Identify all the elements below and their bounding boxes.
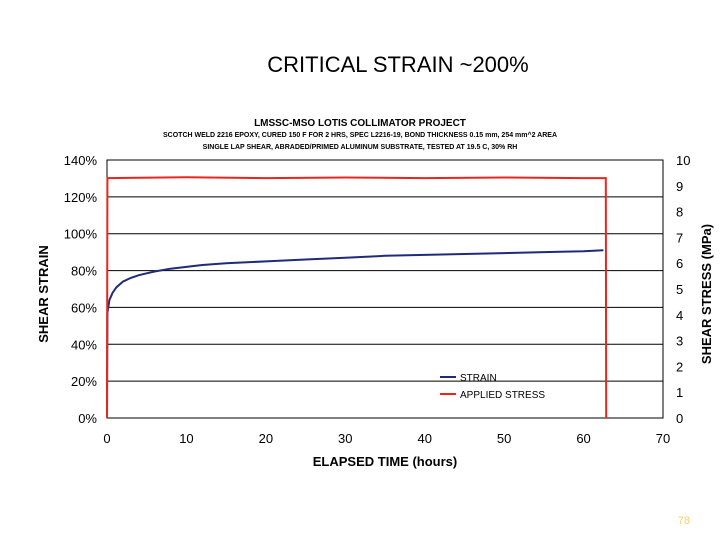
x-tick-label: 40 <box>417 431 431 446</box>
series-line-strain <box>106 249 604 419</box>
x-axis-label: ELAPSED TIME (hours) <box>313 454 457 469</box>
y-tick-label: 20% <box>71 374 97 389</box>
y-tick-label: 0% <box>78 411 97 426</box>
y-tick-label: 60% <box>71 300 97 315</box>
x-tick-label: 30 <box>338 431 352 446</box>
x-tick-label: 20 <box>259 431 273 446</box>
x-tick-label: 50 <box>497 431 511 446</box>
y2-tick-label: 5 <box>676 282 683 297</box>
y2-tick-label: 1 <box>676 385 683 400</box>
x-tick-label: 0 <box>103 431 110 446</box>
gridlines <box>107 196 663 382</box>
y2-tick-label: 8 <box>676 205 683 220</box>
tick-labels: 0% 20% 40% 60% 80% 100% 120% 140% 0 1 2 3 4 5 6 7 8 9 10 0 1… <box>64 153 691 446</box>
x-tick-label: 70 <box>656 431 670 446</box>
y-tick-label: 100% <box>64 227 98 242</box>
slide-title: CRITICAL STRAIN ~200% <box>267 52 529 77</box>
y2-axis-label: SHEAR STRESS (MPa) <box>699 224 714 364</box>
x-tick-label: 10 <box>179 431 193 446</box>
y2-tick-label: 0 <box>676 411 683 426</box>
y-tick-label: 40% <box>71 337 97 352</box>
y2-tick-label: 4 <box>676 308 683 323</box>
y2-tick-label: 6 <box>676 256 683 271</box>
y-tick-label: 120% <box>64 190 98 205</box>
y2-tick-label: 9 <box>676 179 683 194</box>
legend-label: APPLIED STRESS <box>460 390 545 401</box>
chart-subtitle-line-2: SINGLE LAP SHEAR, ABRADED/PRIMED ALUMINU… <box>203 144 518 151</box>
y2-tick-label: 3 <box>676 334 683 349</box>
y-axis-label: SHEAR STRAIN <box>36 245 51 343</box>
plot-area-frame <box>106 159 664 419</box>
chart-legend: STRAIN APPLIED STRESS <box>440 373 545 401</box>
y2-tick-label: 2 <box>676 359 683 374</box>
series-layer <box>106 176 608 419</box>
legend-label: STRAIN <box>460 373 497 384</box>
y-tick-label: 80% <box>71 264 97 279</box>
chart-subtitle-line-1: SCOTCH WELD 2216 EPOXY, CURED 150 F FOR … <box>163 131 557 139</box>
chart-title: LMSSC-MSO LOTIS COLLIMATOR PROJECT <box>254 118 466 129</box>
y2-tick-label: 10 <box>676 153 690 168</box>
series-line-applied-stress <box>106 176 608 419</box>
y2-tick-label: 7 <box>676 230 683 245</box>
slide-number: 78 <box>677 515 690 527</box>
x-tick-label: 60 <box>576 431 590 446</box>
y-tick-label: 140% <box>64 153 98 168</box>
